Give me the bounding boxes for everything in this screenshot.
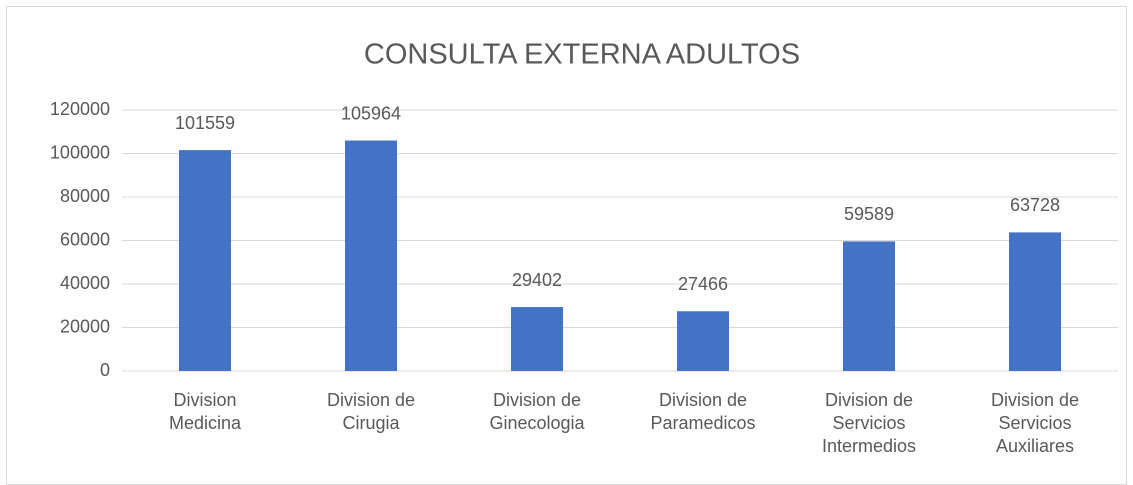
bar (179, 150, 231, 371)
data-label: 101559 (175, 113, 235, 133)
bar (511, 307, 563, 371)
x-tick-label: Division de Servicios Auxiliares (990, 390, 1080, 456)
data-label: 63728 (1010, 195, 1060, 215)
x-tick-label: Division de Servicios Intermedios (821, 390, 917, 456)
y-tick-label: 60000 (60, 229, 110, 249)
x-tick-label: Division de Cirugia (326, 390, 416, 433)
data-label: 29402 (512, 270, 562, 290)
y-tick-label: 100000 (50, 142, 110, 162)
bar (843, 241, 895, 371)
x-tick-label: Division de Paramedicos (650, 390, 756, 433)
data-label: 59589 (844, 204, 894, 224)
y-tick-label: 80000 (60, 186, 110, 206)
bar (677, 311, 729, 371)
bar (1009, 232, 1061, 371)
y-tick-label: 40000 (60, 273, 110, 293)
x-tick-label: Division de Ginecologia (489, 390, 585, 433)
chart-title: CONSULTA EXTERNA ADULTOS (364, 39, 800, 71)
y-tick-label: 20000 (60, 316, 110, 336)
data-label: 27466 (678, 274, 728, 294)
y-tick-label: 0 (100, 360, 110, 380)
y-tick-label: 120000 (50, 99, 110, 119)
bar (345, 140, 397, 371)
x-tick-label: Division Medicina (168, 390, 242, 433)
data-label: 105964 (341, 103, 401, 123)
